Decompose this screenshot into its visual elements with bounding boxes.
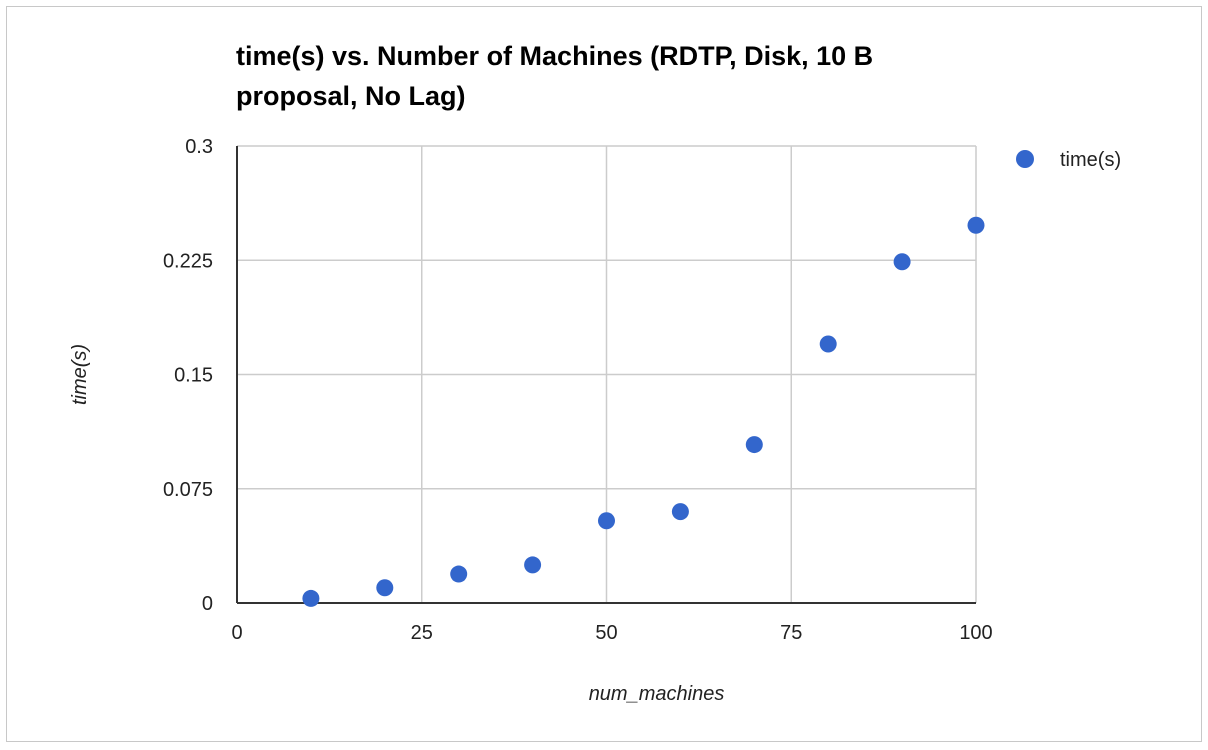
y-tick-label: 0.3 — [185, 136, 213, 158]
data-point[interactable] — [450, 565, 468, 583]
axes — [236, 146, 976, 604]
chart-title: time(s) vs. Number of Machines (RDTP, Di… — [236, 41, 874, 111]
tick-labels: 0 25 50 75 100 0 0.075 0.15 0.225 0.3 — [163, 136, 993, 644]
y-tick-label: 0.225 — [163, 250, 213, 272]
data-point[interactable] — [967, 216, 985, 234]
x-tick-label: 75 — [780, 622, 802, 644]
data-point[interactable] — [524, 556, 542, 574]
data-point[interactable] — [376, 579, 394, 597]
x-tick-label: 0 — [231, 622, 242, 644]
data-point[interactable] — [745, 436, 763, 454]
x-axis-title: num_machines — [589, 683, 725, 705]
data-point[interactable] — [819, 335, 837, 353]
grid-lines — [237, 145, 977, 603]
x-tick-label: 50 — [595, 622, 617, 644]
legend-label: time(s) — [1060, 149, 1121, 171]
y-tick-label: 0 — [202, 593, 213, 615]
data-point[interactable] — [302, 589, 320, 607]
legend-marker — [1016, 150, 1034, 168]
data-points — [302, 216, 985, 607]
y-tick-label: 0.075 — [163, 479, 213, 501]
x-tick-label: 25 — [411, 622, 433, 644]
legend: time(s) — [1016, 149, 1121, 171]
data-point[interactable] — [598, 512, 615, 530]
data-point[interactable] — [671, 503, 689, 521]
y-axis-title: time(s) — [69, 344, 91, 405]
data-point[interactable] — [893, 253, 911, 271]
y-tick-label: 0.15 — [174, 365, 213, 387]
x-tick-label: 100 — [959, 622, 992, 644]
